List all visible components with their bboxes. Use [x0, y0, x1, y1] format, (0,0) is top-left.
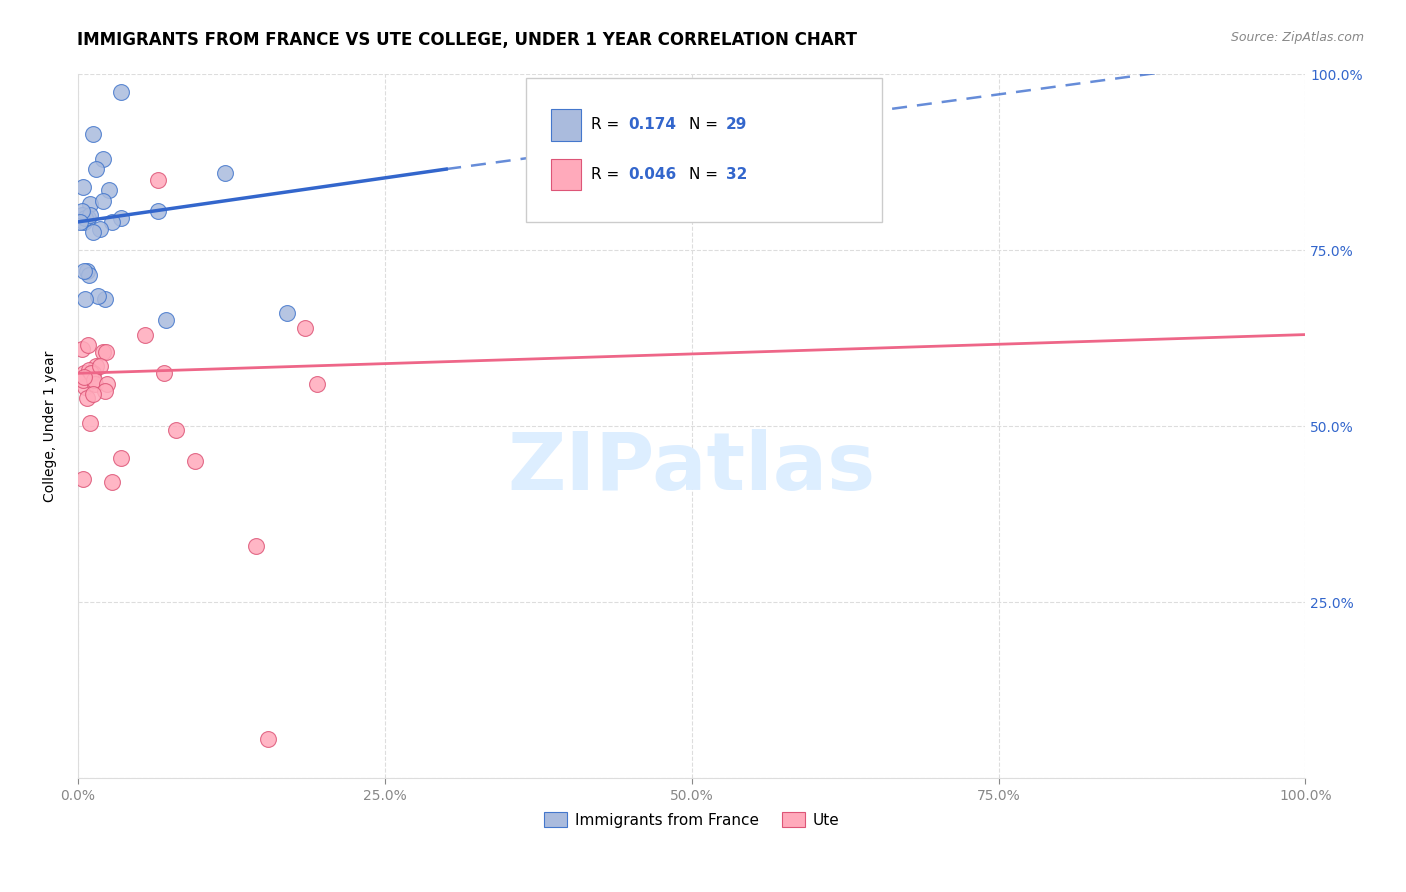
Point [96, 376, 118, 391]
Point [214, 166, 236, 180]
Point [146, 204, 169, 219]
Point [79, 416, 101, 430]
Text: 0.046: 0.046 [628, 167, 676, 181]
Point [294, 320, 316, 334]
Point [73, 367, 96, 381]
Text: R =: R = [591, 117, 624, 132]
Point [75, 293, 97, 307]
Point [70, 342, 93, 356]
Point [70, 204, 93, 219]
Point [79, 208, 101, 222]
Text: IMMIGRANTS FROM FRANCE VS UTE COLLEGE, UNDER 1 YEAR CORRELATION CHART: IMMIGRANTS FROM FRANCE VS UTE COLLEGE, U… [77, 31, 858, 49]
Point [86, 162, 108, 177]
Text: 32: 32 [725, 167, 748, 181]
Point [146, 172, 169, 186]
Point [86, 289, 108, 303]
Point [82, 387, 104, 401]
Point [94, 384, 117, 398]
Point [75, 211, 97, 226]
Point [94, 293, 117, 307]
Point [72, 179, 94, 194]
Y-axis label: College, Under 1 year: College, Under 1 year [44, 351, 58, 502]
Point [82, 226, 104, 240]
FancyBboxPatch shape [551, 159, 581, 190]
Point [155, 313, 177, 327]
Point [70, 208, 93, 222]
Point [110, 211, 132, 226]
Point [75, 380, 97, 394]
Point [79, 197, 101, 211]
Point [101, 475, 124, 490]
Point [276, 306, 298, 320]
Point [73, 369, 96, 384]
Point [73, 215, 96, 229]
Point [86, 359, 108, 374]
Text: N =: N = [689, 117, 723, 132]
Point [72, 472, 94, 486]
Point [257, 732, 280, 747]
Point [245, 539, 267, 553]
Point [77, 363, 100, 377]
Point [91, 345, 114, 359]
Text: 29: 29 [725, 117, 748, 132]
Point [91, 194, 114, 208]
Point [83, 373, 105, 387]
Point [80, 367, 103, 381]
Point [183, 454, 205, 468]
Point [165, 423, 187, 437]
Point [76, 391, 98, 405]
Point [76, 211, 98, 226]
Point [73, 264, 96, 278]
Point [72, 373, 94, 387]
Point [69, 215, 91, 229]
Point [110, 85, 132, 99]
Point [110, 450, 132, 465]
Point [153, 367, 176, 381]
FancyBboxPatch shape [551, 109, 581, 141]
Point [89, 222, 111, 236]
Point [96, 345, 118, 359]
Text: N =: N = [689, 167, 723, 181]
Point [97, 183, 120, 197]
Point [134, 327, 156, 342]
FancyBboxPatch shape [526, 78, 882, 222]
Text: R =: R = [591, 167, 624, 181]
Text: 0.174: 0.174 [628, 117, 676, 132]
Point [84, 376, 107, 391]
Point [91, 152, 114, 166]
Text: ZIPatlas: ZIPatlas [508, 429, 876, 508]
Text: Source: ZipAtlas.com: Source: ZipAtlas.com [1230, 31, 1364, 45]
Point [76, 338, 98, 352]
Point [101, 215, 124, 229]
Point [77, 268, 100, 282]
Point [82, 367, 104, 381]
Point [76, 264, 98, 278]
Legend: Immigrants from France, Ute: Immigrants from France, Ute [538, 806, 845, 834]
Point [307, 376, 329, 391]
Point [89, 359, 111, 374]
Point [82, 127, 104, 141]
